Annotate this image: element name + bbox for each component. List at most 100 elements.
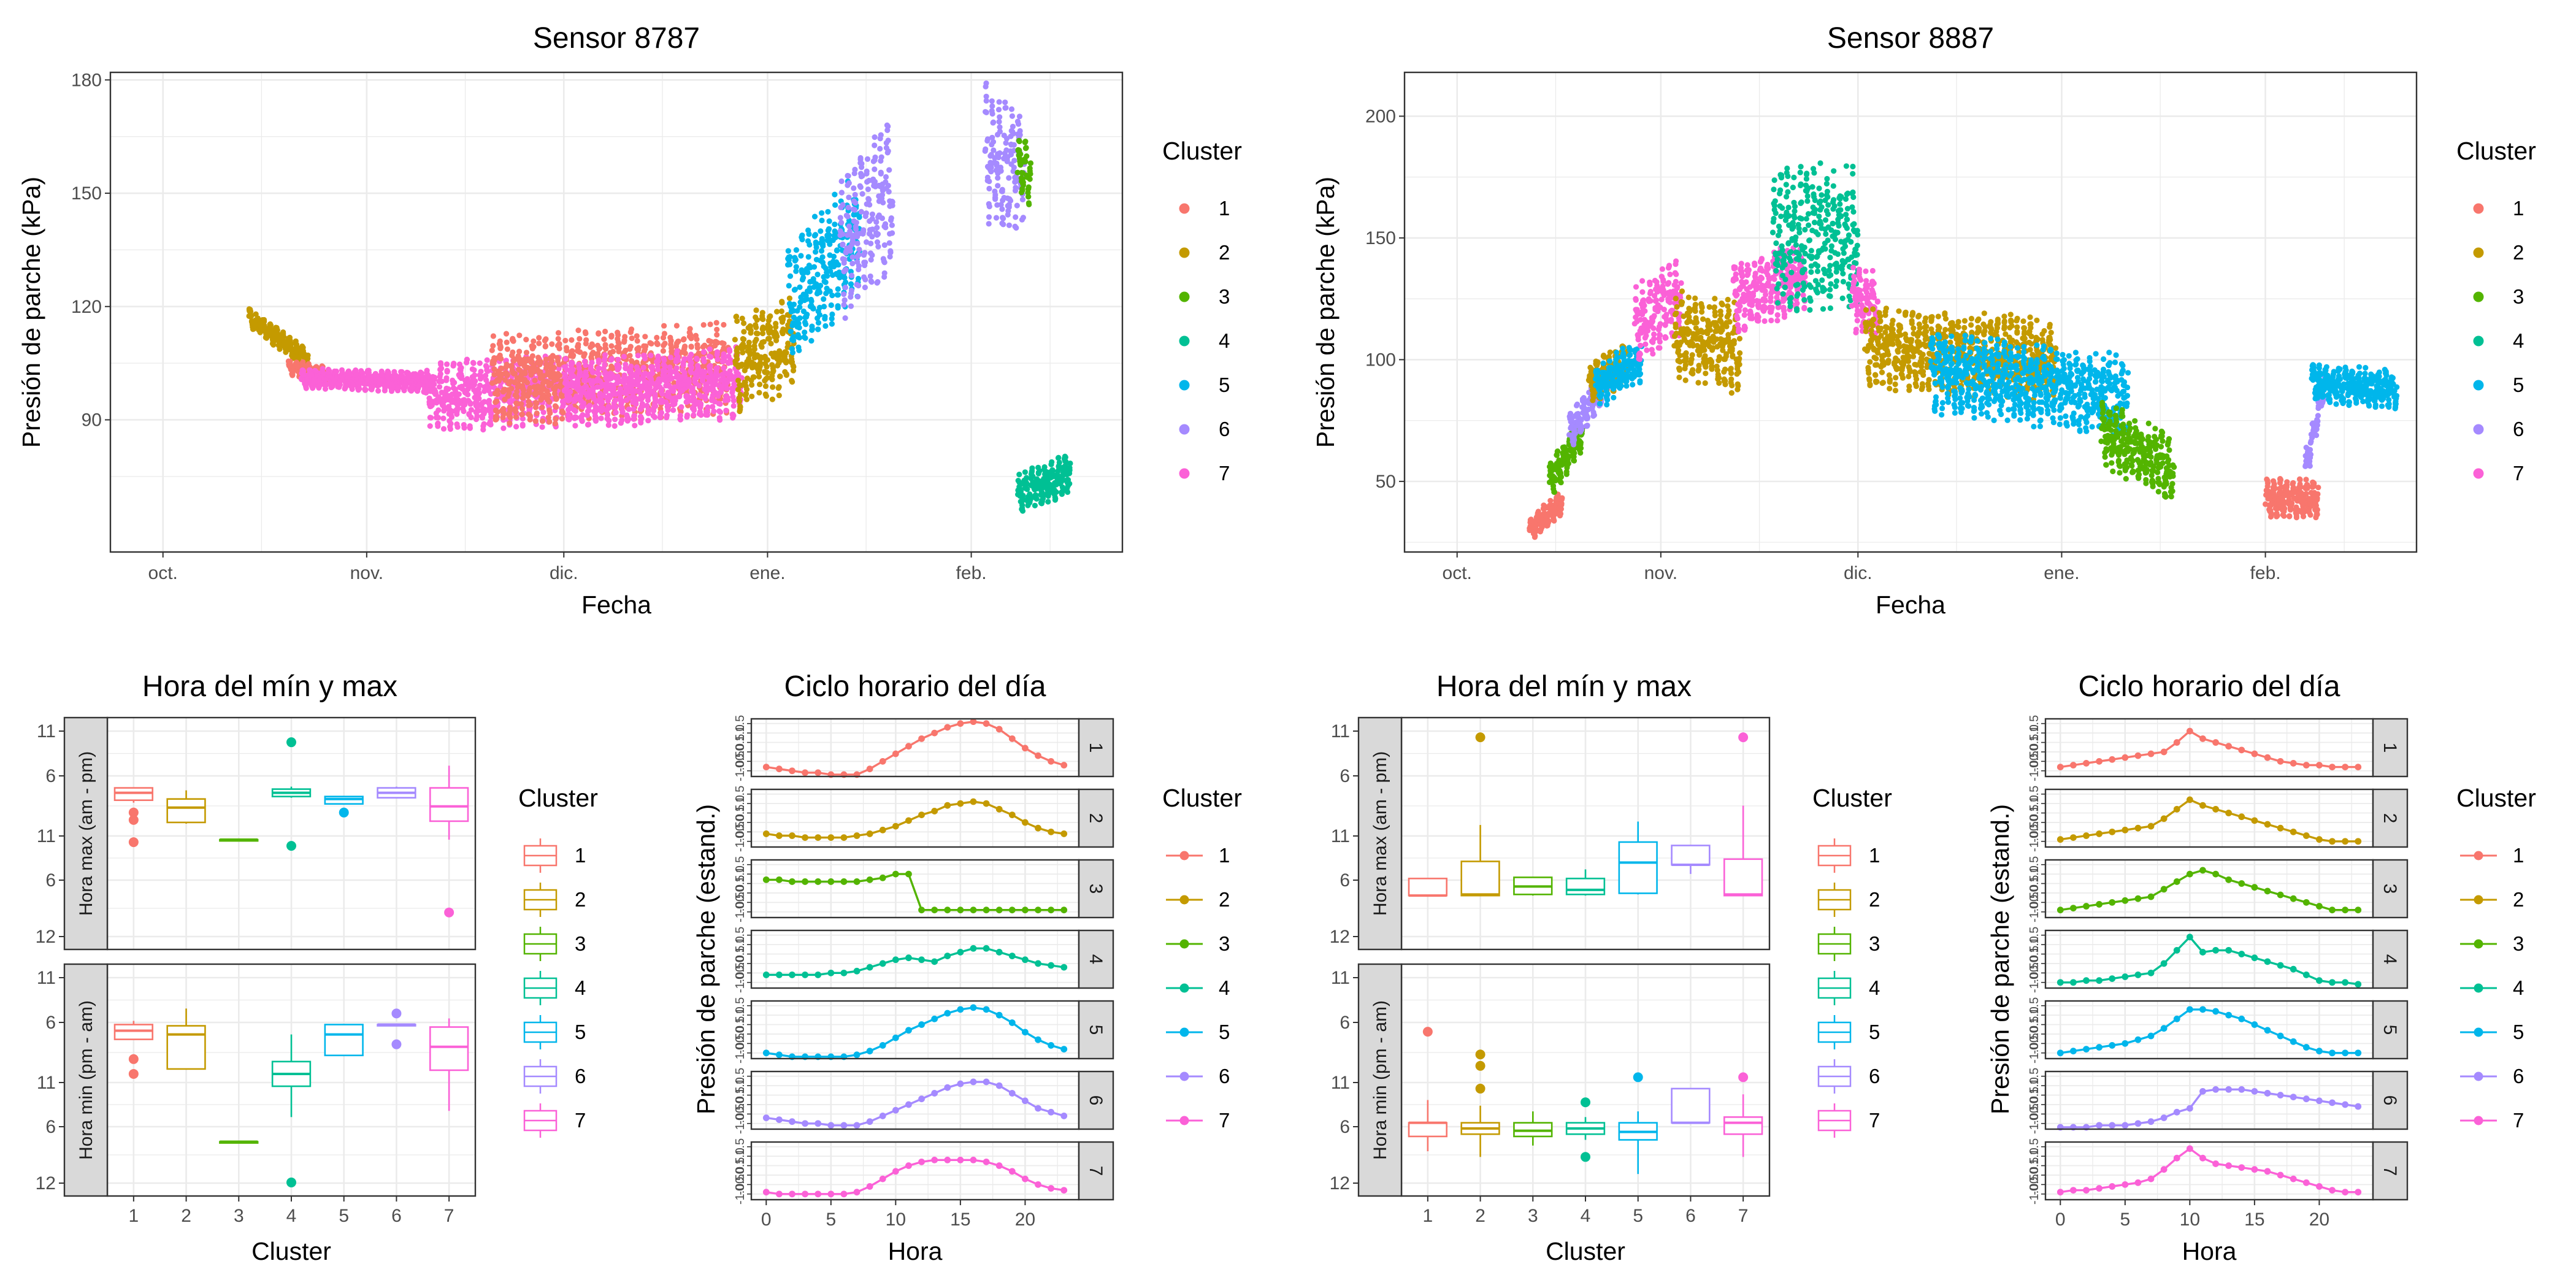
point: [818, 248, 825, 254]
point: [660, 348, 666, 354]
point: [486, 397, 493, 404]
point: [519, 423, 526, 429]
point: [504, 339, 510, 345]
point: [815, 271, 821, 278]
point: [1020, 215, 1026, 221]
point: [714, 332, 720, 338]
point: [1056, 454, 1062, 461]
point: [760, 316, 766, 323]
point: [885, 137, 891, 144]
y-tick-label: 150: [1365, 228, 1396, 248]
point: [508, 385, 515, 392]
point: [865, 186, 871, 193]
point: [539, 418, 546, 424]
point: [1010, 123, 1016, 129]
point: [886, 189, 892, 195]
point: [881, 270, 887, 276]
point: [1011, 164, 1017, 171]
point: [677, 416, 684, 423]
point: [1022, 158, 1029, 165]
x-tick-label: feb.: [2250, 563, 2281, 583]
point: [494, 398, 500, 404]
point: [879, 215, 885, 221]
point: [654, 341, 661, 347]
point: [501, 411, 507, 417]
point: [878, 154, 884, 160]
point: [648, 340, 654, 347]
point: [1551, 489, 1557, 495]
point: [356, 386, 362, 392]
point: [856, 263, 862, 269]
point: [448, 421, 454, 427]
point: [677, 393, 683, 399]
point: [682, 350, 688, 356]
point: [570, 352, 577, 359]
point: [883, 174, 889, 180]
point: [564, 366, 570, 373]
point: [864, 171, 870, 177]
point: [337, 381, 343, 388]
point: [1007, 197, 1014, 204]
point: [1584, 415, 1591, 421]
point: [516, 348, 523, 355]
point: [448, 414, 455, 420]
point: [627, 353, 633, 359]
point: [1600, 360, 1606, 366]
point: [853, 200, 859, 206]
x-tick-label: feb.: [956, 563, 987, 583]
point: [681, 336, 687, 342]
point: [546, 419, 553, 425]
point: [539, 404, 545, 410]
point: [465, 391, 471, 398]
point: [852, 166, 858, 173]
point: [751, 346, 757, 352]
point: [664, 412, 670, 418]
point: [1016, 137, 1022, 144]
point: [527, 402, 534, 408]
point: [1025, 184, 1032, 190]
point: [724, 386, 730, 392]
point: [869, 234, 875, 240]
point: [1008, 106, 1015, 112]
point: [445, 386, 451, 392]
point: [856, 214, 862, 220]
point: [1000, 215, 1006, 221]
point: [513, 414, 519, 420]
point: [1033, 496, 1040, 502]
point: [508, 362, 515, 369]
point: [832, 202, 838, 208]
point: [615, 356, 621, 362]
point: [737, 407, 743, 413]
point: [1006, 222, 1012, 228]
point: [665, 407, 671, 413]
point: [612, 416, 618, 423]
point: [497, 344, 504, 350]
point: [638, 415, 645, 421]
point: [796, 324, 802, 331]
y-axis-label: Presión de parche (kPa): [17, 177, 45, 448]
segment-cluster-3: [1014, 137, 1034, 207]
point: [513, 424, 519, 430]
point: [513, 408, 519, 415]
point: [507, 415, 513, 421]
point: [575, 342, 581, 348]
point: [1065, 489, 1071, 496]
point: [759, 331, 766, 337]
point: [602, 328, 608, 335]
point: [619, 417, 625, 423]
point: [741, 320, 747, 326]
point: [458, 365, 464, 371]
point: [751, 374, 757, 380]
point: [1604, 402, 1610, 408]
point: [1567, 410, 1574, 416]
segment-cluster-4: [1015, 453, 1073, 514]
point: [872, 166, 878, 172]
point: [849, 261, 856, 267]
point: [684, 414, 690, 420]
point: [653, 403, 659, 409]
point: [589, 359, 595, 366]
point: [1052, 496, 1059, 502]
point: [983, 80, 989, 86]
point: [579, 418, 585, 424]
point: [451, 380, 458, 386]
